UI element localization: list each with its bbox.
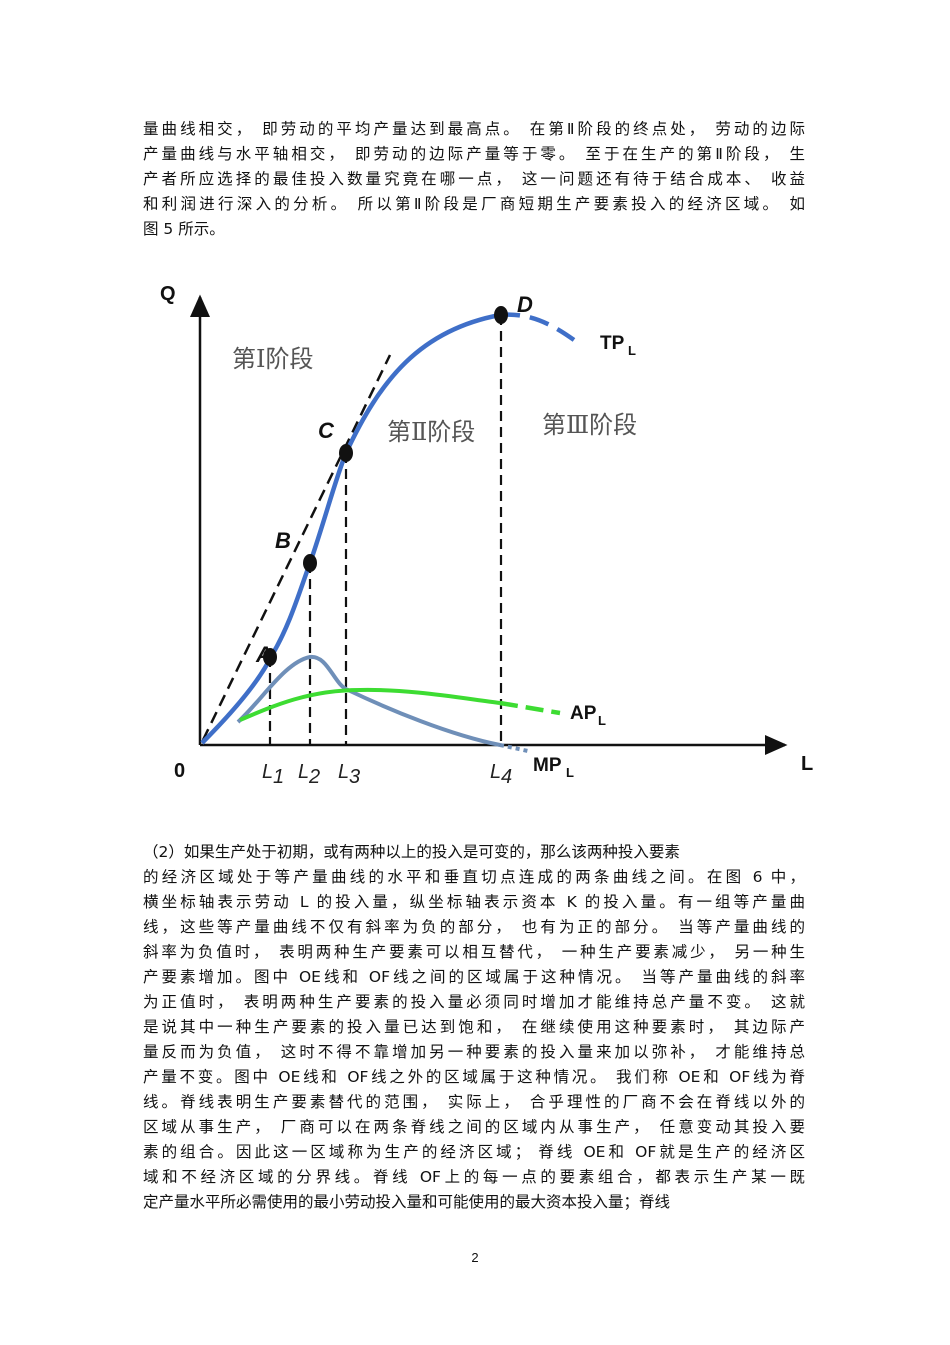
point-c: [339, 444, 353, 462]
text-line: 线。脊线表明生产要素替代的范围， 实际上， 合乎理性的厂商不会在脊线以外的: [143, 1093, 805, 1111]
point-a: [263, 648, 277, 666]
point-label: C: [318, 418, 335, 443]
point-label: B: [275, 528, 291, 553]
x-axis-label: L: [801, 753, 813, 775]
text-line: 定产量水平所必需使用的最小劳动投入量和可能使用的最大资本投入量；脊线: [143, 1193, 671, 1211]
origin-label: 0: [174, 760, 185, 782]
curve-subscript: L: [628, 343, 636, 358]
text-line: 是说其中一种生产要素的投入量已达到饱和， 在继续使用这种要素时， 其边际产: [143, 1018, 805, 1036]
stage-label: 第Ⅰ阶段: [232, 346, 313, 373]
mp-curve: [236, 655, 501, 747]
page-number: 2: [471, 1250, 479, 1265]
y-axis-label: Q: [160, 283, 176, 305]
text-line: 斜率为负值时， 表明两种生产要素可以相互替代， 一种生产要素减少， 另一种生: [143, 943, 805, 961]
l-subscript: 4: [501, 766, 512, 788]
text-line: 产量曲线与水平轴相交， 即劳动的边际产量等于零。 至于在生产的第Ⅱ阶段， 生: [143, 145, 805, 163]
text-line: 产要素增加。图中 OE线和 OF线之间的区域属于这种情况。 当等产量曲线的斜率: [143, 968, 805, 986]
curve-subscript: L: [598, 713, 606, 728]
stage-label: 第Ⅲ阶段: [542, 412, 637, 439]
tangent-line: [201, 354, 392, 741]
text-line: 产量不变。图中 OE线和 OF线之外的区域属于这种情况。 我们称 OE和 OF线…: [143, 1068, 805, 1086]
tp-curve: [200, 312, 501, 745]
text-line: 量反而为负值， 这时不得不靠增加另一种要素的投入量来加以弥补， 才能维持总: [143, 1043, 805, 1061]
l-label: L: [490, 761, 501, 783]
text-line: 区域从事生产， 厂商可以在两条脊线之间的区域内从事生产， 任意变动其投入要: [143, 1118, 805, 1136]
text-line: 的经济区域处于等产量曲线的水平和垂直切点连成的两条曲线之间。在图 6 中，: [143, 868, 805, 886]
point-d: [494, 306, 508, 324]
l-subscript: 2: [308, 766, 320, 788]
point-b: [303, 554, 317, 572]
ap-curve: [239, 687, 501, 722]
tp-curve-dashed: [499, 312, 584, 348]
text-line: 产者所应选择的最佳投入数量究竟在哪一点， 这一问题还有待于结合成本、 收益: [143, 170, 805, 188]
l-label: L: [262, 761, 273, 783]
text-line: 素的组合。因此这一区域称为生产的经济区域； 脊线 OE和 OF就是生产的经济区: [143, 1143, 805, 1161]
curve-subscript: L: [566, 765, 574, 780]
text-line: 横坐标轴表示劳动 L 的投入量，纵坐标轴表示资本 K 的投入量。有一组等产量曲: [143, 893, 805, 911]
text-line: 图 5 所示。: [143, 220, 225, 238]
text-line: 域和不经济区域的分界线。脊线 OF上的每一点的要素组合，都表示生产某一既: [143, 1168, 805, 1186]
text-line: （2）如果生产处于初期，或有两种以上的投入是可变的，那么该两种投入要素: [143, 843, 680, 861]
text-line: 和利润进行深入的分析。 所以第Ⅱ阶段是厂商短期生产要素投入的经济区域。 如: [143, 195, 805, 213]
point-label: D: [517, 292, 533, 317]
l-label: L: [338, 761, 349, 783]
l-subscript: 3: [349, 766, 360, 788]
curve-label: AP: [570, 703, 597, 724]
guides: [268, 315, 503, 745]
point-label: A: [255, 642, 272, 667]
curve-label: TP: [600, 333, 625, 354]
text-line: 为正值时， 表明两种生产要素的投入量必须同时增加才能维持总产量不变。 这就: [143, 993, 805, 1011]
curve-label: MP: [533, 755, 562, 776]
ap-curve-dashed: [499, 700, 561, 716]
text-line: 线，这些等产量曲线不仅有斜率为负的部分， 也有为正的部分。 当等产量曲线的: [143, 918, 805, 936]
stage-label: 第Ⅱ阶段: [387, 419, 475, 446]
points: [263, 306, 508, 666]
l-label: L: [298, 761, 309, 783]
text-line: 量曲线相交， 即劳动的平均产量达到最高点。 在第Ⅱ阶段的终点处， 劳动的边际: [143, 120, 805, 138]
l-subscript: 1: [273, 766, 284, 788]
